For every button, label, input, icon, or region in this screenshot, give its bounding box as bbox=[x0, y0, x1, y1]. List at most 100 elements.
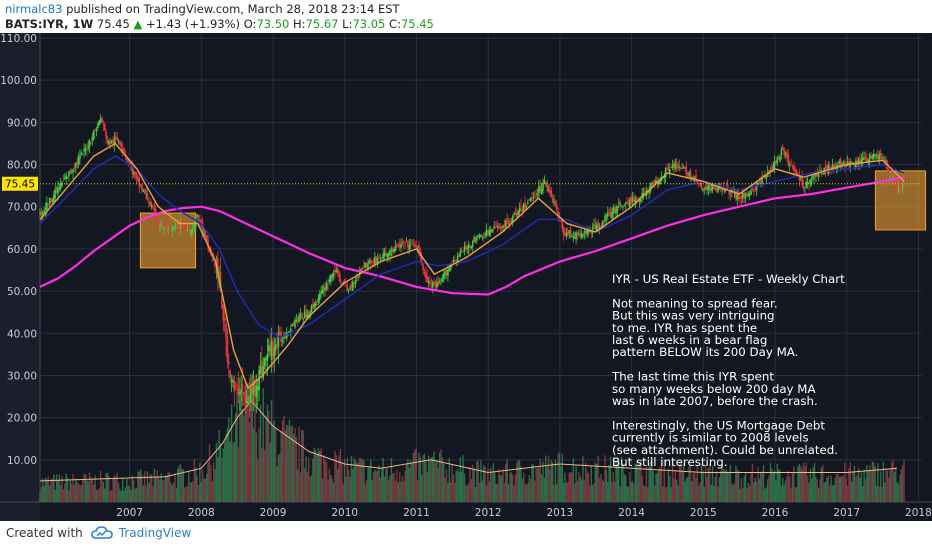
annotation-line: currently is similar to 2008 levels bbox=[612, 431, 809, 445]
candle-body bbox=[773, 161, 776, 168]
candle-body bbox=[43, 210, 45, 213]
volume-bar bbox=[664, 487, 667, 502]
volume-bar bbox=[800, 466, 802, 502]
candle-body bbox=[347, 289, 350, 291]
volume-bar bbox=[682, 463, 685, 502]
candle-body bbox=[97, 123, 99, 128]
candle-body bbox=[369, 260, 372, 264]
candle-body bbox=[781, 147, 784, 150]
volume-bar bbox=[782, 477, 784, 502]
volume-bar bbox=[323, 455, 325, 502]
candle-body bbox=[791, 165, 794, 167]
candle-body bbox=[667, 167, 670, 171]
candle-body bbox=[411, 241, 413, 243]
volume-bar bbox=[802, 462, 805, 502]
volume-bar bbox=[864, 479, 867, 502]
chart-area[interactable]: 110.00 100.00 90.00 80.00 70.00 60.00 50.00 40.… bbox=[0, 33, 932, 521]
candle-body bbox=[92, 130, 95, 140]
volume-bar bbox=[669, 476, 671, 502]
volume-bar bbox=[98, 488, 100, 502]
candle-body bbox=[587, 230, 590, 233]
candle-body bbox=[765, 175, 768, 180]
volume-bar bbox=[226, 427, 229, 502]
volume-bar bbox=[310, 475, 313, 502]
volume-bar bbox=[206, 474, 208, 502]
price-chart[interactable]: 110.00 100.00 90.00 80.00 70.00 60.00 50.00 40.… bbox=[0, 33, 932, 521]
volume-bar bbox=[715, 471, 718, 502]
candle-body bbox=[274, 344, 277, 350]
candle-body bbox=[318, 293, 321, 300]
volume-bar bbox=[811, 478, 813, 502]
volume-bar bbox=[480, 460, 482, 502]
tradingview-cloud-icon[interactable] bbox=[90, 526, 113, 540]
candle-body bbox=[692, 176, 695, 178]
candle-body bbox=[438, 281, 441, 284]
volume-bar bbox=[706, 476, 708, 502]
volume-bar bbox=[287, 425, 289, 502]
candle-body bbox=[578, 232, 580, 235]
volume-bar bbox=[726, 471, 729, 502]
candle-body bbox=[317, 298, 320, 303]
candle-body bbox=[139, 184, 142, 187]
candle-body bbox=[659, 180, 661, 185]
candle-body bbox=[72, 169, 74, 173]
candle-body bbox=[305, 309, 307, 317]
volume-bar bbox=[765, 487, 767, 502]
candle-body bbox=[524, 201, 526, 209]
tradingview-brand[interactable]: TradingView bbox=[118, 526, 192, 540]
candle-body bbox=[401, 241, 404, 244]
close-label: C: bbox=[389, 17, 401, 31]
candle-body bbox=[824, 165, 827, 172]
candle-body bbox=[866, 157, 868, 162]
volume-bar bbox=[644, 486, 646, 502]
annotation-line: (see attachment). Could be unrelated. bbox=[612, 443, 838, 457]
candle-body bbox=[853, 163, 856, 167]
volume-bar bbox=[236, 391, 238, 502]
volume-bar bbox=[301, 429, 303, 502]
volume-bar bbox=[284, 429, 287, 502]
candle-body bbox=[261, 360, 263, 374]
candle-body bbox=[896, 188, 898, 193]
candle-body bbox=[68, 171, 70, 176]
volume-bar bbox=[720, 471, 722, 502]
candle-body bbox=[653, 181, 656, 187]
volume-bar bbox=[569, 472, 572, 502]
volume-bar bbox=[860, 472, 863, 502]
candle-body bbox=[423, 271, 426, 274]
volume-bar bbox=[299, 472, 302, 502]
candle-body bbox=[776, 157, 779, 164]
candle-body bbox=[550, 190, 553, 198]
volume-bar bbox=[711, 466, 714, 502]
candle-body bbox=[721, 189, 723, 191]
volume-bar bbox=[804, 465, 806, 502]
candle-body bbox=[810, 179, 813, 181]
volume-bar bbox=[211, 480, 213, 502]
candle-body bbox=[76, 161, 79, 164]
symbol-label[interactable]: BATS:IYR, 1W bbox=[5, 17, 94, 31]
volume-bar bbox=[554, 459, 557, 502]
open-value: 73.50 bbox=[256, 17, 290, 31]
volume-bar bbox=[543, 477, 546, 502]
volume-bar bbox=[551, 462, 554, 502]
candle-body bbox=[258, 369, 260, 390]
volume-bar bbox=[407, 458, 409, 502]
candle-body bbox=[568, 230, 570, 234]
annotation-line: Interestingly, the US Mortgage Debt bbox=[612, 418, 825, 432]
open-label: O: bbox=[243, 17, 257, 31]
volume-bar bbox=[76, 481, 78, 502]
annotation-line: pattern BELOW its 200 Day MA. bbox=[612, 345, 798, 359]
candle-body bbox=[94, 129, 96, 131]
candle-body bbox=[234, 389, 237, 390]
candle-body bbox=[285, 332, 288, 339]
candle-body bbox=[433, 282, 435, 284]
volume-bar bbox=[534, 480, 536, 502]
author-link[interactable]: nirmalc83 bbox=[5, 2, 63, 16]
candle-body bbox=[390, 250, 393, 252]
volume-bar bbox=[901, 465, 904, 502]
high-label: H: bbox=[293, 17, 306, 31]
candle-body bbox=[138, 177, 141, 187]
volume-bar bbox=[320, 447, 322, 502]
annotation-note: IYR - US Real Estate ETF - Weekly Chart N… bbox=[611, 272, 845, 469]
volume-bar bbox=[702, 471, 704, 502]
volume-bar bbox=[44, 477, 47, 502]
